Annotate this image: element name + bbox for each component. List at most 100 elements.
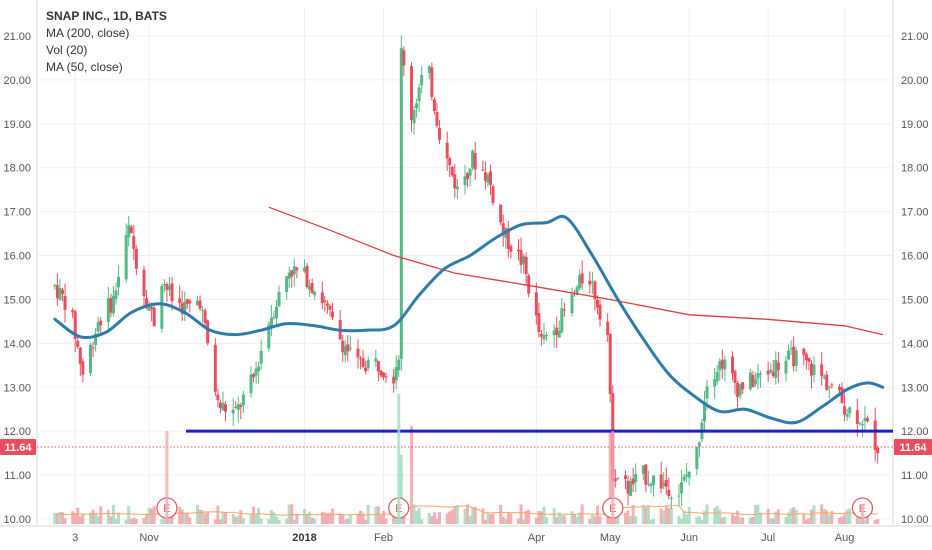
- candle-body: [394, 367, 398, 381]
- candle-body: [649, 483, 653, 487]
- volume-bar: [292, 519, 296, 524]
- candle-body: [427, 66, 431, 74]
- y-tick-label-left: 18.00: [3, 163, 31, 175]
- volume-bar: [838, 517, 841, 524]
- volume-bar: [185, 512, 189, 524]
- volume-bar: [111, 504, 115, 524]
- volume-bar: [646, 505, 650, 524]
- volume-bar: [402, 514, 406, 524]
- candle-body: [827, 386, 831, 388]
- volume-bar: [257, 507, 261, 524]
- volume-bar: [239, 510, 243, 524]
- candle-body: [629, 481, 633, 497]
- candle-body: [325, 303, 329, 306]
- candle-body: [578, 274, 582, 289]
- candle-body: [680, 482, 684, 494]
- candle-body: [606, 321, 610, 336]
- volume-bar: [715, 505, 719, 524]
- y-tick-label-left: 12.00: [3, 426, 31, 438]
- legend-ma50[interactable]: MA (50, close): [46, 60, 123, 74]
- candle-body: [432, 99, 436, 112]
- volume-bar: [252, 506, 256, 524]
- candle-body: [466, 173, 470, 179]
- candle-body: [527, 275, 531, 294]
- grid: [37, 8, 893, 523]
- volume-bar: [830, 510, 834, 524]
- volume-bar: [236, 515, 240, 524]
- candle-body: [509, 246, 513, 252]
- volume-bar: [562, 515, 566, 524]
- candle-body: [109, 297, 113, 313]
- volume-bar: [415, 511, 419, 524]
- candle-body: [534, 292, 538, 316]
- volume-bar: [445, 513, 449, 524]
- candle-body: [124, 235, 128, 280]
- candle-body: [134, 248, 138, 269]
- volume-bar: [570, 511, 574, 524]
- volume-bar: [641, 505, 645, 524]
- volume-bar: [822, 508, 826, 524]
- volume-bar: [723, 516, 727, 524]
- candle-body: [820, 364, 824, 377]
- candle-body: [570, 294, 574, 314]
- volume-bar: [221, 511, 225, 524]
- volume-bar: [629, 515, 633, 524]
- volume-bar: [718, 509, 722, 524]
- y-tick-label-right: 13.00: [901, 382, 929, 394]
- volume-bar: [277, 519, 281, 524]
- volume-bar: [466, 504, 470, 524]
- volume-bar: [667, 507, 671, 524]
- candle-body: [267, 324, 271, 349]
- volume-bar: [687, 506, 691, 524]
- volume-bar: [509, 513, 513, 524]
- candle-body: [588, 280, 592, 285]
- volume-bar: [809, 509, 813, 524]
- candle-body: [784, 360, 788, 374]
- volume-bar: [784, 516, 788, 524]
- volume-bar: [738, 517, 742, 524]
- y-tick-label-left: 17.00: [3, 207, 31, 219]
- candle-body: [608, 334, 612, 394]
- volume-bar: [812, 505, 816, 524]
- volume-bar: [150, 508, 154, 524]
- candle-body: [376, 360, 380, 372]
- legend-title[interactable]: SNAP INC., 1D, BATS: [46, 9, 167, 23]
- candle-body: [807, 357, 811, 362]
- volume-bar: [455, 505, 459, 524]
- candle-body: [662, 483, 666, 486]
- candle-body: [277, 291, 281, 307]
- candle-body: [705, 386, 709, 399]
- candle-body: [659, 474, 663, 489]
- candle-body: [145, 298, 149, 309]
- x-tick-label: 3: [72, 532, 78, 544]
- volume-bar: [680, 518, 684, 524]
- legend-ma200[interactable]: MA (200, close): [46, 26, 130, 40]
- candle-body: [468, 168, 472, 176]
- legend-volume[interactable]: Vol (20): [46, 43, 88, 57]
- candle-body: [751, 374, 755, 387]
- volume-bar: [81, 513, 85, 524]
- volume-bar: [412, 504, 416, 524]
- candle-body: [595, 299, 599, 308]
- candle-body: [646, 483, 650, 485]
- candle-body: [73, 311, 77, 339]
- candle-body: [789, 348, 793, 350]
- last-price-tag-bg: [894, 438, 932, 455]
- volume-bar: [713, 507, 717, 524]
- candle-body: [499, 204, 503, 223]
- earnings-volume-spike: [611, 431, 615, 524]
- volume-bar: [249, 514, 253, 524]
- y-tick-label-right: 12.00: [901, 426, 929, 438]
- volume-ma-line: [54, 504, 878, 516]
- volume-bar: [845, 509, 849, 524]
- candle-body: [178, 298, 182, 303]
- candle-body: [873, 420, 877, 450]
- volume-bar: [435, 518, 439, 524]
- candle-body: [152, 308, 156, 326]
- volume-bar: [384, 518, 388, 524]
- candle-body: [718, 361, 722, 371]
- volume-bar: [537, 510, 541, 524]
- volume-bar: [234, 516, 238, 524]
- volume-bar: [595, 505, 599, 524]
